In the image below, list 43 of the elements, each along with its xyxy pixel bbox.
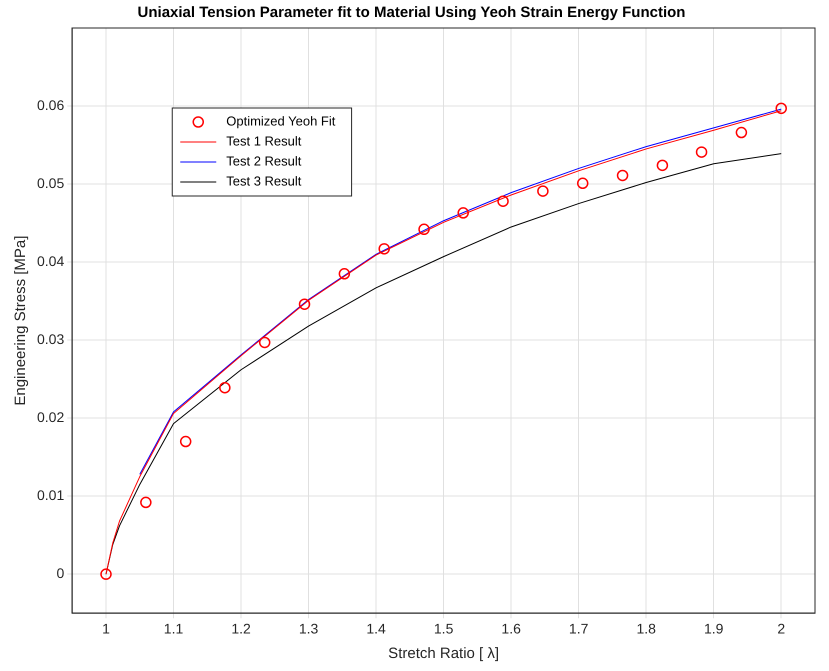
y-tick-label: 0.06 [37,96,64,113]
y-tick-label: 0.02 [37,408,64,425]
x-tick-label: 1.9 [704,620,724,636]
x-tick-label: 1.7 [568,620,589,636]
legend-label: Test 3 Result [226,174,302,189]
x-tick-label: 1.3 [298,620,319,636]
point [457,207,469,219]
legend-label: Test 1 Result [226,134,302,149]
y-tick-label: 0.03 [37,330,64,347]
legend-label: Optimized Yeoh Fit [226,114,336,129]
point [258,336,270,348]
x-tick-label: 1.6 [501,620,522,636]
point [378,243,390,255]
point [219,382,231,394]
x-tick-label: 1.8 [636,620,656,636]
point [140,496,152,508]
y-axis-title: Engineering Stress [MPa] [12,236,30,406]
x-tick-label: 1.2 [231,620,251,636]
x-axis-title: Stretch Ratio [ λ] [388,645,500,662]
x-tick-label: 1 [102,620,110,636]
point [616,170,628,182]
chart-title: Uniaxial Tension Parameter fit to Material Using Yeoh Strain Energy Function [138,4,686,22]
x-tick-label: 1.1 [164,620,184,636]
point [497,195,509,207]
point [100,568,112,580]
y-tick-label: 0.05 [37,174,64,191]
point [656,160,668,172]
x-tick-label: 2 [777,620,786,636]
point [298,298,310,310]
point [180,436,192,448]
point [736,126,748,138]
y-tick-label: 0.04 [37,252,64,269]
point [418,224,430,236]
y-tick-label: 0 [56,565,64,582]
point [338,268,350,280]
legend-label: Test 2 Result [226,154,302,169]
point [696,146,708,158]
point [576,178,588,190]
x-tick-label: 1.5 [434,620,454,636]
point [537,185,549,197]
point [775,102,787,114]
y-tick-label: 0.01 [37,487,64,504]
x-tick-label: 1.4 [366,620,386,636]
